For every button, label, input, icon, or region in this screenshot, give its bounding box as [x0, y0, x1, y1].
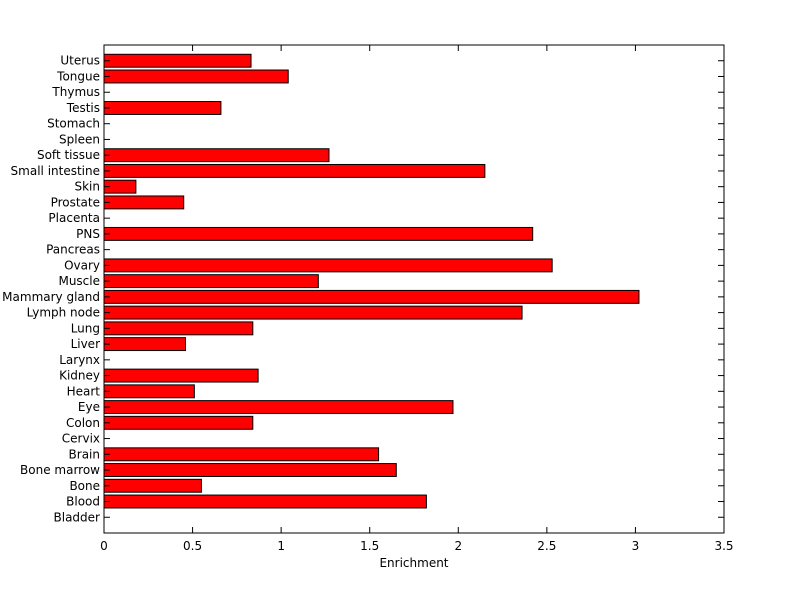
x-tick-label: 0 — [100, 539, 108, 553]
y-tick-label: Testis — [66, 101, 100, 115]
bar-ovary — [103, 258, 553, 273]
bar-liver — [103, 337, 186, 352]
bar-tongue — [103, 69, 289, 84]
x-tick-label: 3 — [632, 539, 640, 553]
y-tick-label: Small intestine — [11, 164, 100, 178]
y-tick-label: Kidney — [59, 369, 100, 383]
x-tick-label: 2.5 — [537, 539, 556, 553]
bar-pns — [103, 226, 534, 241]
bar-lung — [103, 321, 254, 336]
y-tick-label: Bone — [69, 479, 100, 493]
y-tick-label: PNS — [76, 227, 100, 241]
y-tick-label: Spleen — [59, 132, 100, 146]
x-tick-label: 1 — [277, 539, 285, 553]
x-axis-label: Enrichment — [379, 556, 448, 570]
bar-mammary-gland — [103, 289, 640, 304]
x-tick-label: 2 — [454, 539, 462, 553]
y-tick-label: Tongue — [56, 69, 100, 83]
bar-muscle — [103, 274, 319, 289]
y-tick-label: Bladder — [54, 510, 101, 524]
y-tick-label: Eye — [78, 400, 100, 414]
bars-group — [103, 53, 640, 509]
y-tick-label: Liver — [71, 337, 101, 351]
bar-heart — [103, 384, 195, 399]
bar-testis — [103, 101, 222, 115]
bar-blood — [103, 494, 427, 509]
bar-lymph-node — [103, 305, 523, 320]
bar-brain — [103, 447, 380, 462]
y-tick-label: Placenta — [48, 211, 100, 225]
bar-bone — [103, 478, 202, 493]
y-tick-label: Prostate — [51, 195, 100, 209]
y-tick-label: Uterus — [60, 54, 100, 68]
y-tick-label: Muscle — [58, 274, 100, 288]
y-tick-label: Stomach — [47, 117, 100, 131]
x-axis-ticks: 0 0.5 1 1.5 2 2.5 3 3.5 — [100, 45, 734, 553]
bar-kidney — [103, 368, 259, 383]
x-tick-label: 0.5 — [183, 539, 202, 553]
y-tick-label: Ovary — [64, 258, 100, 272]
bar-eye — [103, 400, 454, 415]
y-tick-label: Cervix — [62, 432, 100, 446]
y-tick-label: Heart — [67, 384, 101, 398]
bar-prostate — [103, 195, 185, 210]
y-tick-label: Soft tissue — [37, 148, 100, 162]
y-tick-label: Pancreas — [46, 243, 100, 257]
bar-uterus — [103, 53, 252, 68]
y-tick-label: Brain — [69, 447, 100, 461]
x-tick-label: 1.5 — [360, 539, 379, 553]
y-tick-label: Colon — [66, 416, 100, 430]
y-tick-label: Mammary gland — [2, 290, 100, 304]
bar-bone-marrow — [103, 463, 397, 477]
y-tick-label: Lymph node — [27, 306, 100, 320]
y-tick-label: Lung — [71, 321, 100, 335]
y-tick-label: Thymus — [51, 85, 100, 99]
bar-soft-tissue — [103, 148, 330, 163]
plot-area-frame — [103, 44, 725, 534]
bar-colon — [103, 415, 254, 430]
x-tick-label: 3.5 — [714, 539, 733, 553]
bar-small-intestine — [103, 163, 486, 178]
y-tick-label: Blood — [66, 495, 100, 509]
y-tick-label: Larynx — [59, 353, 100, 367]
y-tick-label: Skin — [74, 180, 100, 194]
y-tick-label: Bone marrow — [20, 463, 100, 477]
